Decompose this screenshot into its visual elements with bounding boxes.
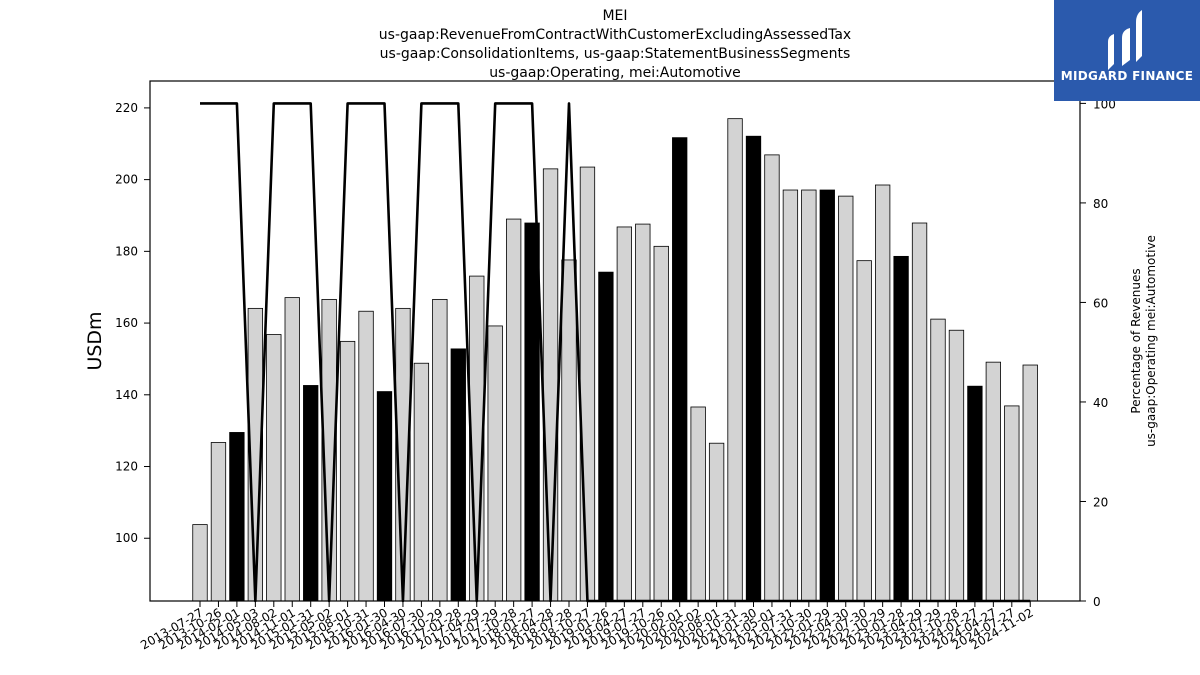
- bar: [358, 310, 374, 602]
- bar: [266, 334, 282, 602]
- bar: [764, 154, 780, 602]
- brand-logo: MIDGARD FINANCE: [1054, 0, 1200, 101]
- bar: [450, 348, 466, 602]
- bar: [192, 524, 208, 602]
- bar: [745, 135, 762, 602]
- bar: [432, 298, 448, 602]
- bar: [524, 222, 540, 602]
- bar: [893, 255, 909, 602]
- bar: [819, 189, 835, 602]
- bar: [616, 226, 632, 602]
- bar: [856, 260, 872, 602]
- bar: [690, 406, 706, 602]
- right-axis-label-line: us-gaap:Operating mei:Automotive: [1144, 235, 1158, 447]
- bar: [579, 166, 596, 602]
- bar: [505, 218, 522, 602]
- left-y-axis: 100 120 140 160 180 200 220: [115, 101, 150, 545]
- bar: [948, 329, 965, 602]
- bar: [376, 391, 393, 602]
- bar: [653, 245, 669, 602]
- x-axis: 2013-07-272013-10-262014-02-012014-05-03…: [138, 601, 1036, 652]
- bar: [967, 385, 983, 602]
- right-axis-label-line: Percentage of Revenues: [1129, 268, 1143, 413]
- bar: [1004, 405, 1020, 602]
- bar: [339, 340, 356, 602]
- left-y-tick-label: 160: [115, 316, 138, 330]
- left-y-tick-label: 200: [115, 173, 138, 187]
- plot-frame: [149, 80, 1081, 602]
- left-y-tick-label: 100: [115, 531, 138, 545]
- right-y-tick-label: 0: [1093, 595, 1101, 609]
- left-y-tick-label: 120: [115, 460, 138, 474]
- chart-title-line: us-gaap:Operating, mei:Automotive: [489, 65, 741, 81]
- bar: [1022, 364, 1038, 602]
- chart-title-line: MEI: [602, 8, 627, 24]
- bar: [413, 362, 430, 602]
- bar: [635, 223, 651, 602]
- bar: [801, 189, 817, 602]
- bar: [284, 297, 300, 602]
- left-axis-label: USDm: [84, 311, 106, 370]
- bar: [229, 432, 245, 602]
- bar: [672, 137, 688, 602]
- right-y-tick-label: 20: [1093, 495, 1108, 509]
- bar: [782, 189, 799, 602]
- right-y-tick-label: 60: [1093, 296, 1108, 310]
- bar: [875, 184, 891, 602]
- right-y-tick-label: 40: [1093, 396, 1108, 410]
- left-y-tick-label: 220: [115, 101, 138, 115]
- bar: [911, 222, 928, 602]
- bar: [542, 168, 559, 602]
- left-y-tick-label: 140: [115, 388, 138, 402]
- chart-title-line: us-gaap:RevenueFromContractWithCustomerE…: [379, 27, 851, 43]
- logo-text: MIDGARD FINANCE: [1060, 69, 1194, 83]
- right-y-tick-label: 80: [1093, 197, 1108, 211]
- chart-title: MEI us-gaap:RevenueFromContractWithCustom…: [379, 8, 851, 81]
- bar: [708, 442, 725, 602]
- bar: [985, 361, 1001, 602]
- bar: [598, 271, 614, 602]
- bar: [930, 318, 946, 602]
- left-y-tick-label: 180: [115, 244, 138, 258]
- bar: [487, 325, 503, 602]
- chart-title-line: us-gaap:ConsolidationItems, us-gaap:Stat…: [380, 46, 851, 62]
- bar: [303, 385, 319, 602]
- bar: [838, 195, 854, 602]
- bar: [210, 442, 227, 602]
- bar: [727, 118, 743, 602]
- logo-mark-icon: [1108, 10, 1142, 70]
- bar: [561, 259, 577, 602]
- right-axis-label: Percentage of Revenues us-gaap:Operating …: [1129, 235, 1158, 447]
